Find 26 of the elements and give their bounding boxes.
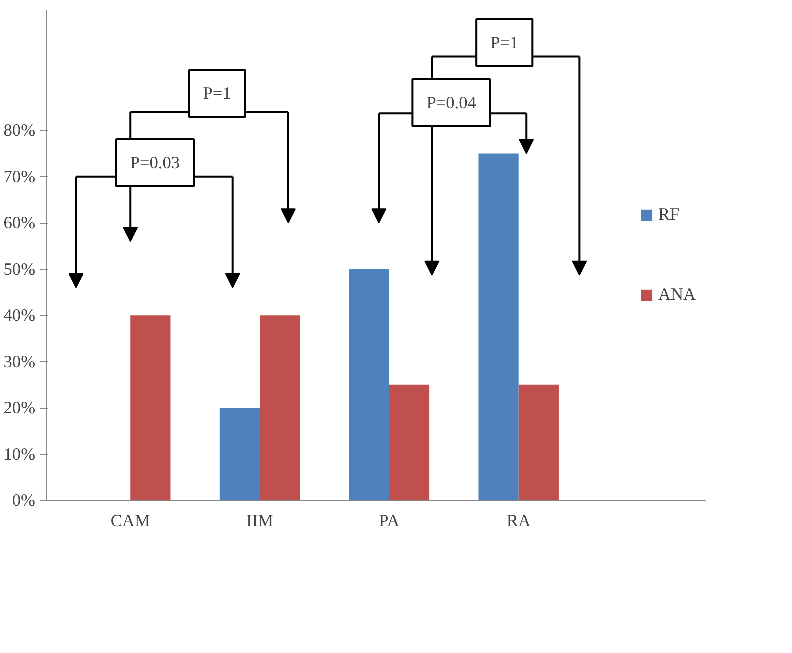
- y-tick-label: 40%: [4, 306, 36, 326]
- y-tick-label: 30%: [4, 352, 36, 372]
- annotation: P=1: [203, 84, 232, 104]
- x-tick-label: RA: [506, 512, 532, 530]
- y-tick-label: 0%: [12, 491, 36, 510]
- y-tick-label: 60%: [4, 214, 36, 233]
- bar: [130, 316, 171, 500]
- legend-label: ANA: [658, 285, 696, 305]
- annotation: P=0.04: [426, 93, 477, 112]
- bar: [260, 316, 300, 500]
- bar: [389, 384, 430, 500]
- y-tick-label: 70%: [4, 167, 36, 186]
- x-tick-label: PA: [379, 512, 400, 530]
- bar: [220, 408, 260, 500]
- y-tick-label: 80%: [4, 121, 36, 140]
- x-tick-label: CAM: [110, 512, 150, 530]
- bar: [478, 154, 519, 500]
- annotation: P=0.03: [130, 154, 180, 173]
- y-tick-label: 20%: [4, 398, 36, 418]
- y-tick-label: 10%: [4, 444, 36, 464]
- bar: [349, 269, 390, 500]
- x-tick-label: IIM: [246, 512, 274, 530]
- legend-label: RF: [658, 205, 680, 225]
- annotation: P=1: [490, 33, 519, 52]
- bar: [518, 384, 559, 500]
- y-tick-label: 50%: [4, 260, 36, 279]
